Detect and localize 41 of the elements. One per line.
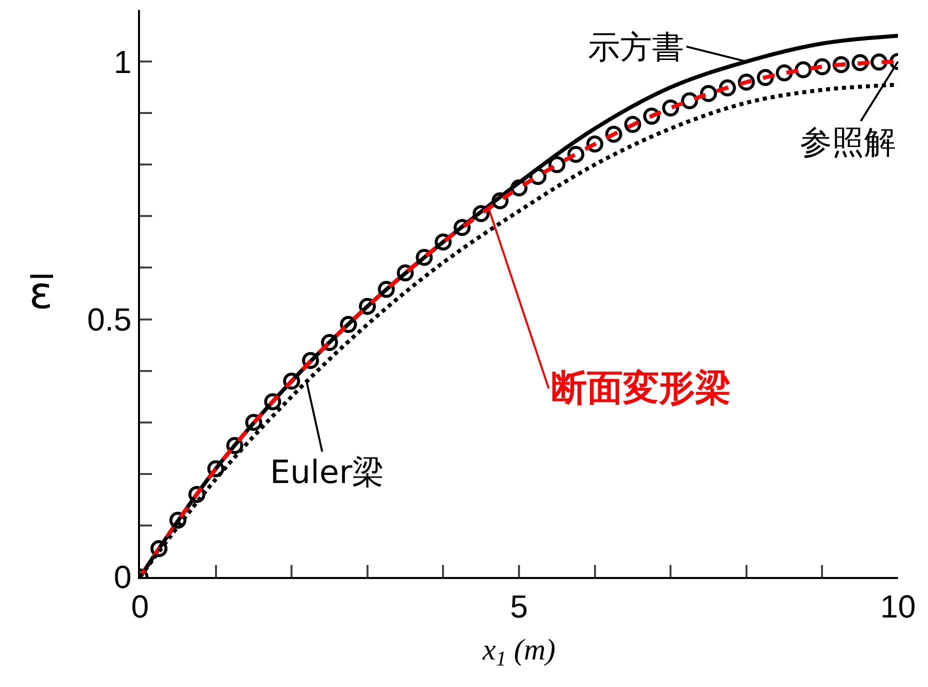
x-tick-label: 5 <box>510 588 528 624</box>
annotation: 示方書 <box>588 28 684 66</box>
point <box>738 74 755 91</box>
y-tick-label: 0.5 <box>87 301 132 338</box>
point <box>662 99 680 116</box>
point <box>321 334 338 351</box>
point <box>283 372 300 390</box>
point <box>302 352 320 370</box>
point <box>643 108 660 125</box>
x-axis-title: x$_{1}$ (m) <box>482 633 556 671</box>
point <box>624 116 642 133</box>
point <box>472 205 490 222</box>
point <box>378 280 395 298</box>
point <box>396 264 414 282</box>
point <box>454 219 471 236</box>
annotation: Euler梁 <box>270 453 384 491</box>
x-tick-label: 10 <box>880 588 916 624</box>
point <box>245 414 262 431</box>
annotation: 参照解 <box>800 123 896 161</box>
point <box>567 146 584 163</box>
point <box>150 540 168 558</box>
point <box>188 486 206 504</box>
y-axis-title: ε̅ <box>29 268 54 319</box>
point <box>586 136 604 153</box>
point <box>832 56 850 74</box>
point <box>605 126 622 143</box>
point <box>700 85 717 102</box>
point <box>510 179 528 196</box>
point <box>814 58 831 76</box>
y-tick-label: 0 <box>114 559 132 596</box>
annotation: 断面変形梁 <box>551 368 731 409</box>
point <box>416 248 433 266</box>
point <box>169 512 186 529</box>
point <box>548 156 566 174</box>
point <box>434 233 452 250</box>
y-tick-label: 1 <box>114 44 132 80</box>
point <box>718 79 736 96</box>
point <box>492 192 509 210</box>
point <box>681 92 698 110</box>
point <box>264 393 282 410</box>
point <box>340 316 357 333</box>
